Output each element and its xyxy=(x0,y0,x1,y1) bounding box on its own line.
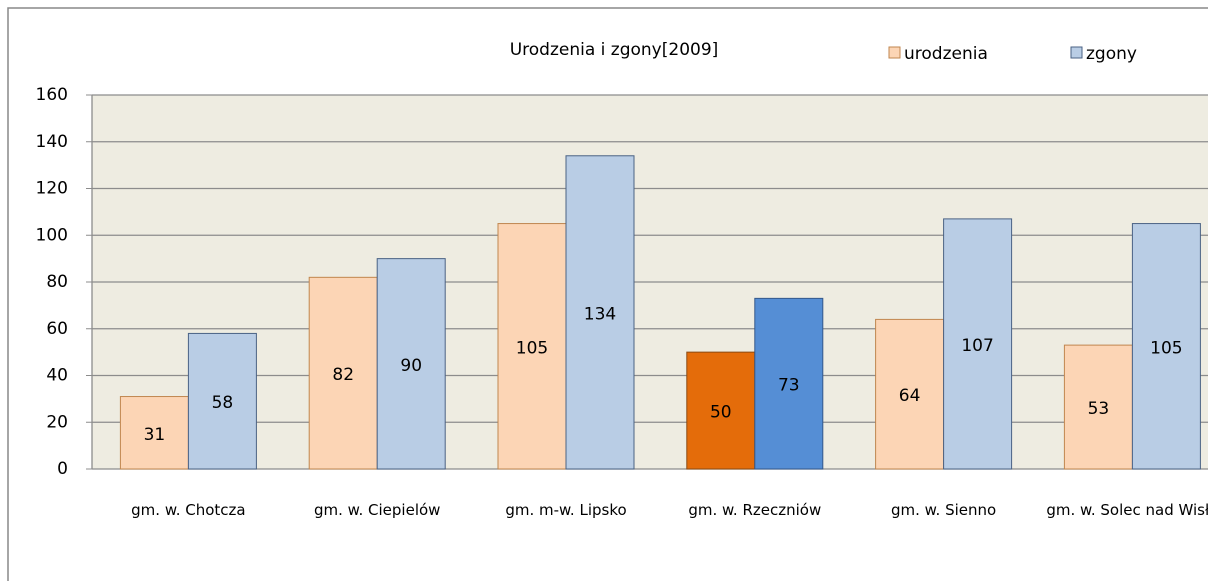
x-tick-label: gm. w. Solec nad Wisłą xyxy=(1046,501,1208,519)
bar xyxy=(119,396,189,470)
bar xyxy=(943,218,1013,470)
bar xyxy=(875,318,945,470)
y-tick-label: 140 xyxy=(36,132,68,152)
data-label: 53 xyxy=(1088,399,1110,419)
y-tick-label: 100 xyxy=(36,225,68,245)
legend-swatch xyxy=(1070,46,1083,59)
legend-swatch xyxy=(888,46,901,59)
bar xyxy=(376,258,446,470)
y-tick-label: 0 xyxy=(57,459,68,479)
y-tick-label: 160 xyxy=(36,85,68,105)
data-label: 107 xyxy=(961,336,993,356)
x-tick-label: gm. m-w. Lipsko xyxy=(505,501,627,519)
data-label: 134 xyxy=(584,304,616,324)
bar xyxy=(686,351,756,470)
data-label: 73 xyxy=(778,376,800,396)
x-tick-label: gm. w. Sienno xyxy=(890,501,997,519)
bar xyxy=(754,297,824,470)
chart-title: Urodzenia i zgony[2009] xyxy=(510,40,719,60)
y-tick-label: 60 xyxy=(46,319,68,339)
x-tick-label: gm. w. Rzeczniów xyxy=(688,501,822,519)
y-tick-label: 120 xyxy=(36,179,68,199)
data-label: 50 xyxy=(710,403,732,423)
y-tick-label: 20 xyxy=(46,412,68,432)
bar xyxy=(187,332,257,470)
x-tick-label: gm. w. Chotcza xyxy=(131,501,246,519)
bar xyxy=(1063,344,1133,470)
legend-label: urodzenia xyxy=(904,44,988,64)
x-tick-label: gm. w. Ciepielów xyxy=(313,501,441,519)
legend-label: zgony xyxy=(1086,44,1137,64)
bar xyxy=(565,155,635,470)
y-tick-label: 80 xyxy=(46,272,68,292)
data-label: 31 xyxy=(144,425,166,445)
y-tick-label: 40 xyxy=(46,366,68,386)
data-label: 105 xyxy=(1150,338,1182,358)
bar xyxy=(497,223,567,470)
data-label: 58 xyxy=(212,393,234,413)
data-label: 90 xyxy=(400,356,422,376)
data-label: 64 xyxy=(899,386,921,406)
bar xyxy=(1131,223,1201,470)
data-label: 105 xyxy=(516,338,548,358)
data-label: 82 xyxy=(332,365,354,385)
